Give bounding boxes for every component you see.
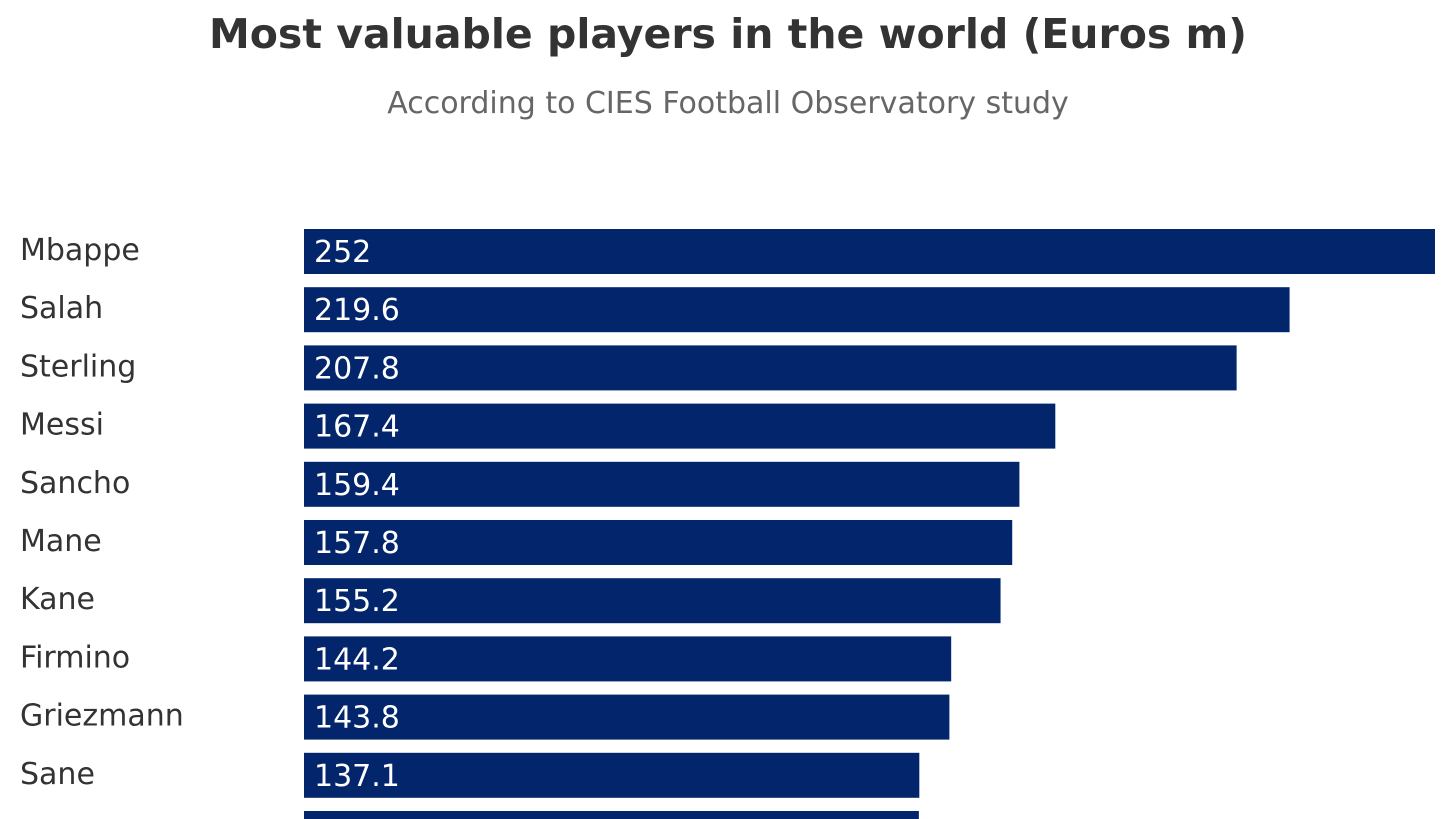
bar-mane (304, 520, 1013, 565)
bar-mbappe (304, 229, 1435, 274)
value-label: 167.4 (314, 410, 400, 445)
bar-partial (304, 811, 919, 819)
category-label: Sancho (20, 466, 130, 501)
value-label: 137.1 (314, 759, 400, 794)
category-label: Sterling (20, 349, 136, 384)
category-label: Mbappe (20, 233, 140, 268)
category-label: Griezmann (20, 699, 184, 734)
category-label: Mane (20, 524, 102, 559)
category-label: Messi (20, 408, 104, 443)
bar-sancho (304, 461, 1020, 507)
bar-sterling (304, 345, 1237, 391)
chart-subtitle: According to CIES Football Observatory s… (387, 86, 1069, 121)
bar-firmino (304, 636, 952, 682)
value-label: 207.8 (314, 351, 400, 386)
chart-title: Most valuable players in the world (Euro… (208, 10, 1248, 58)
value-label: 219.6 (314, 293, 400, 328)
category-label: Firmino (20, 640, 130, 675)
category-label: Sane (20, 757, 95, 792)
value-label: 144.2 (314, 642, 400, 677)
bar-salah (304, 287, 1290, 333)
value-label: 252 (314, 235, 371, 270)
bar-sane (304, 752, 920, 798)
category-label: Kane (20, 582, 95, 617)
bar-kane (304, 578, 1001, 624)
bar-griezmann (304, 694, 950, 740)
value-label: 157.8 (314, 526, 400, 561)
value-label: 155.2 (314, 584, 400, 619)
bar-messi (304, 403, 1056, 449)
value-label: 159.4 (314, 468, 400, 503)
value-label: 143.8 (314, 701, 400, 736)
category-label: Salah (20, 291, 103, 326)
